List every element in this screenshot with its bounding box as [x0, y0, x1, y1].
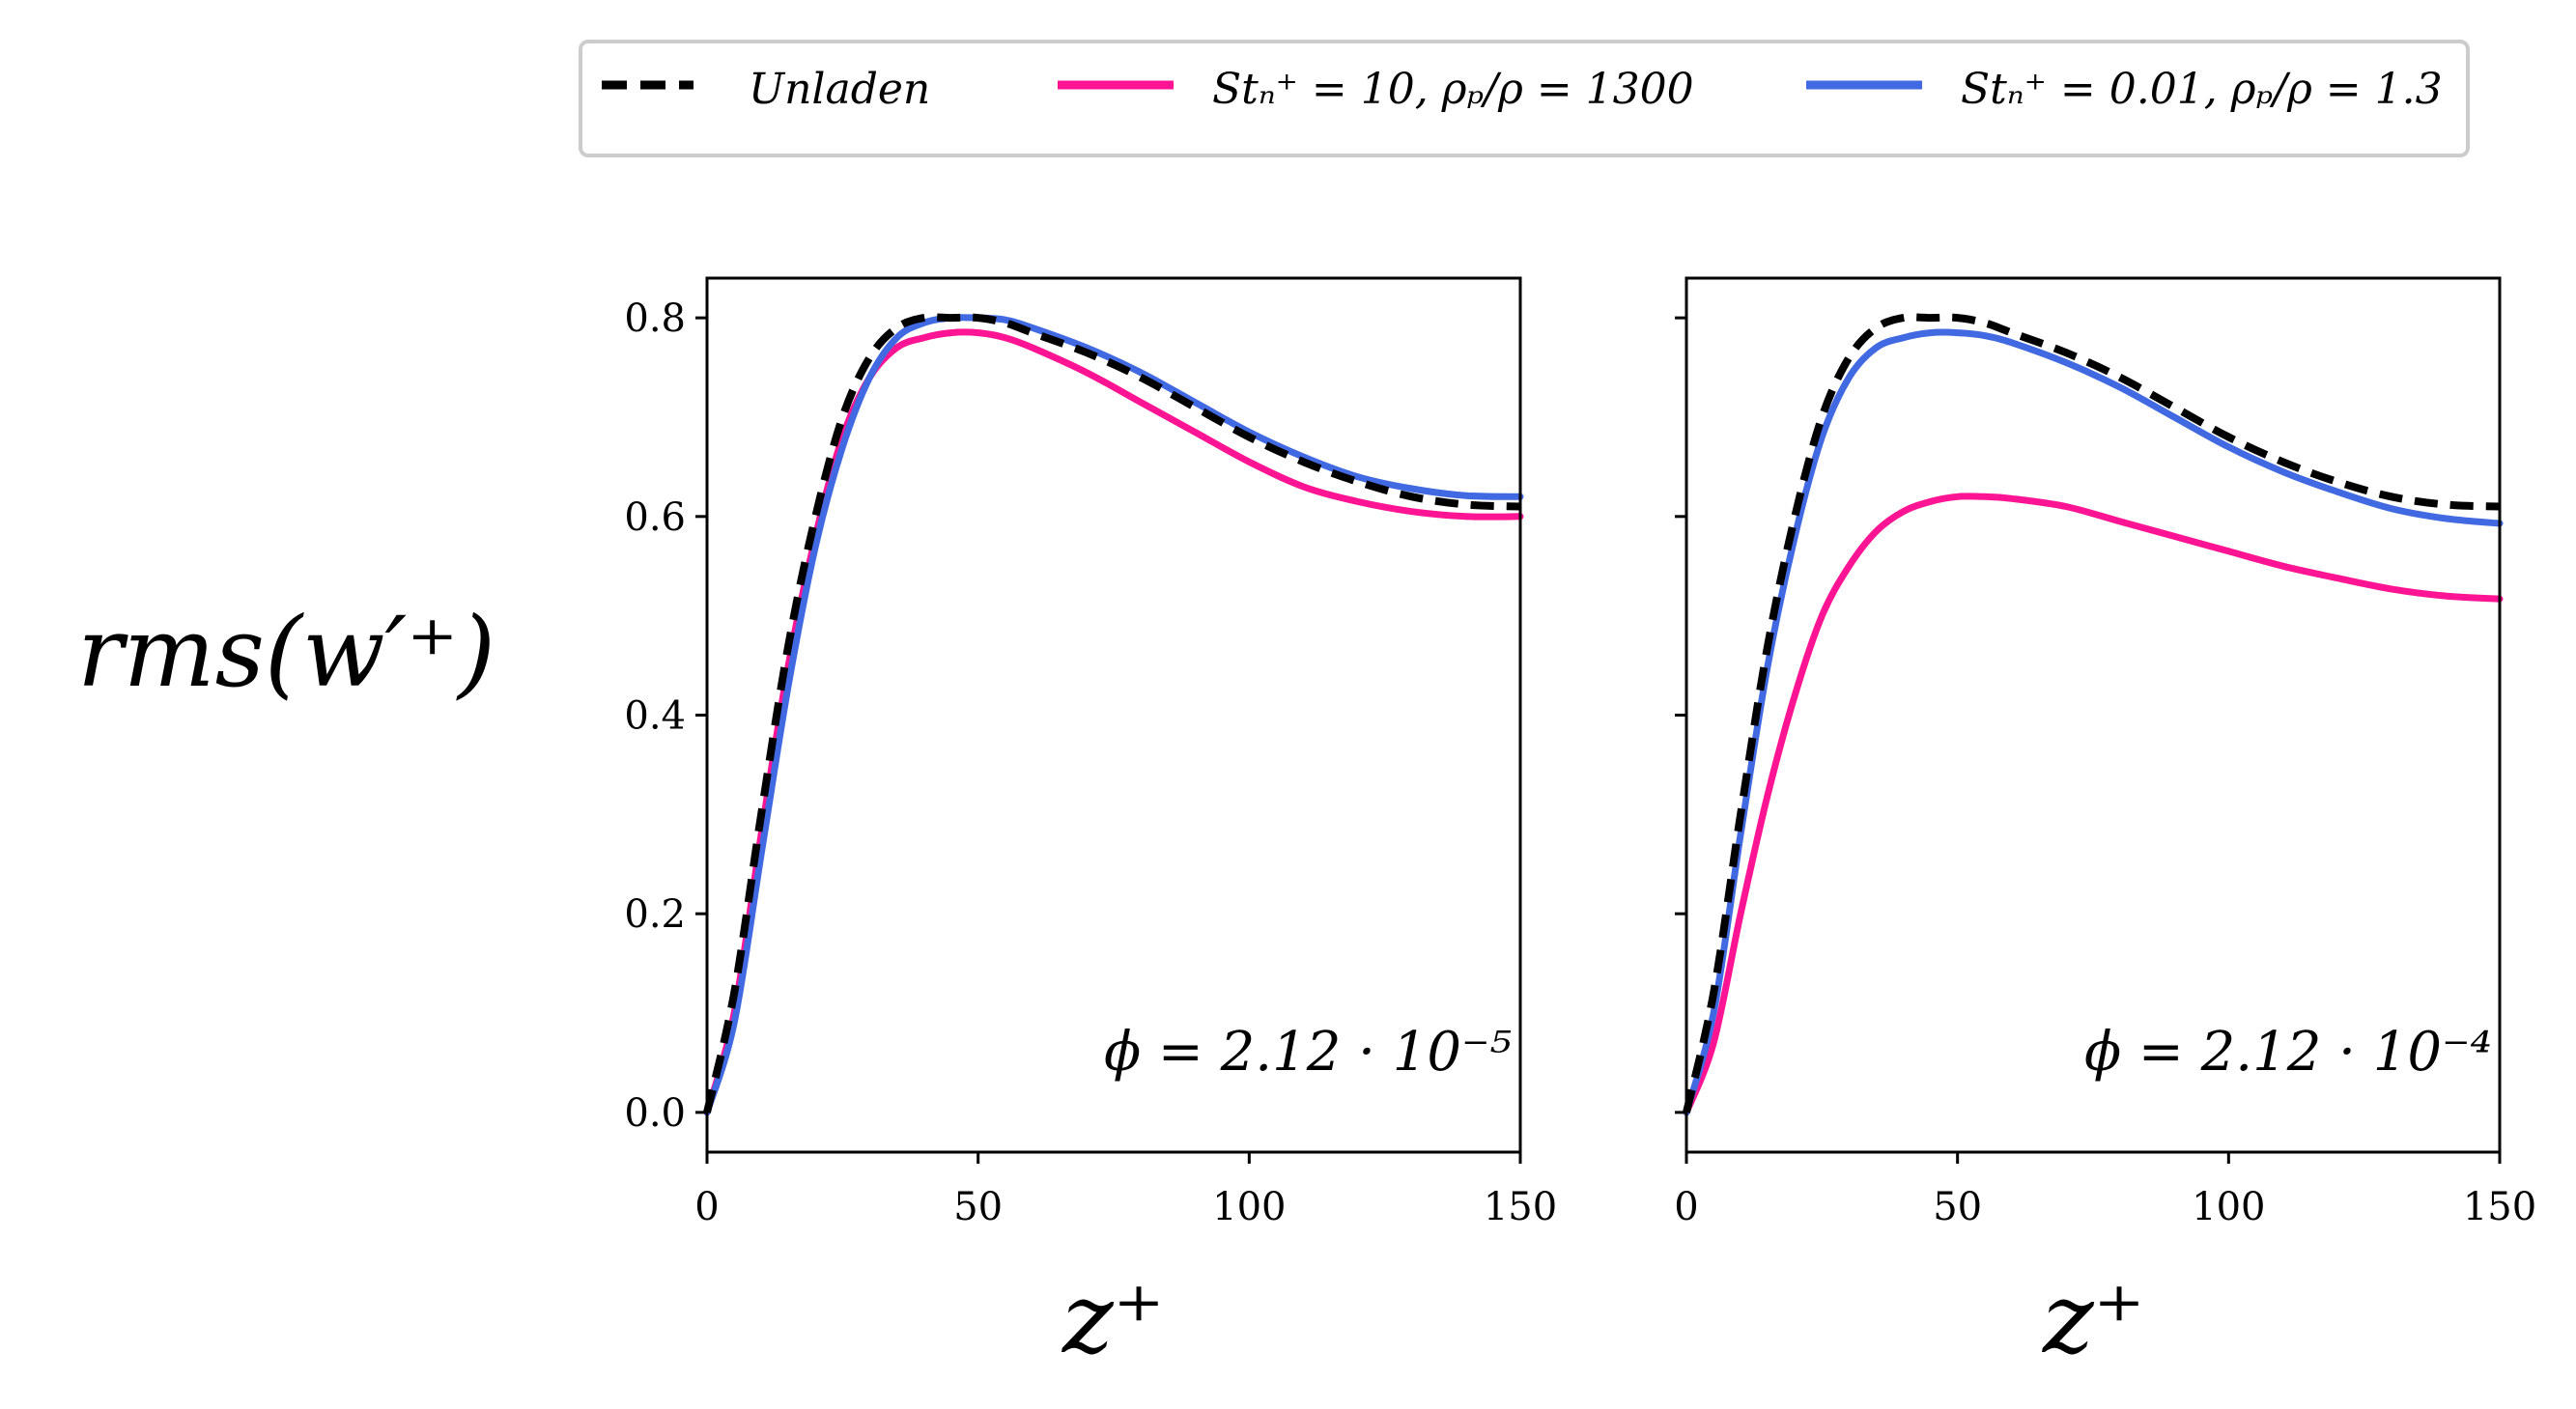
panel-left-x-axis-label: z⁺ [1062, 1262, 1164, 1375]
legend-label-unladen: Unladen [749, 65, 930, 114]
panel-left-curves [703, 313, 1524, 1116]
panel-0-x-tick-label-2: 100 [1212, 1185, 1286, 1229]
panel-left-ticks: 0 50 100 150 0.0 0.2 0.4 0.6 0.8 [624, 296, 1557, 1229]
panel-0-x-tick-label-1: 50 [953, 1185, 1003, 1229]
panel-right: 0 50 100 150 ϕ = 2.12 · 10⁻⁴ z⁺ [1674, 276, 2536, 1375]
panel-0-x-tick-label-3: 150 [1484, 1185, 1557, 1229]
panel-1-x-tick-label-2: 100 [2192, 1185, 2265, 1229]
panel-1-x-tick-label-3: 150 [2463, 1185, 2536, 1229]
panel-right-x-axis-label: z⁺ [2042, 1262, 2144, 1375]
panel-0-x-tick-label-0: 0 [694, 1185, 719, 1229]
panel-1-series-1-line [1683, 493, 2504, 1116]
panel-0-y-tick-label-1: 0.2 [624, 892, 686, 937]
legend-frame [579, 40, 2470, 157]
panel-right-curves [1683, 313, 2504, 1116]
y-axis-label: rms(w′⁺) [77, 596, 495, 709]
panel-0-y-tick-label-2: 0.4 [624, 694, 686, 739]
panel-right-annotation: ϕ = 2.12 · 10⁻⁴ [2084, 1021, 2492, 1084]
panel-0-series-2-line [703, 314, 1524, 1116]
panel-0-y-tick-label-4: 0.8 [624, 296, 686, 341]
panel-right-ticks: 0 50 100 150 [1674, 316, 2536, 1229]
legend-label-st001: Stₙ⁺ = 0.01, ρₚ/ρ = 1.3 [1961, 65, 2443, 114]
panel-left-annotation: ϕ = 2.12 · 10⁻⁵ [1104, 1021, 1512, 1084]
panel-0-y-tick-label-3: 0.6 [624, 495, 686, 540]
panel-0-y-tick-label-0: 0.0 [624, 1091, 686, 1136]
legend-label-st10: Stₙ⁺ = 10, ρₚ/ρ = 1300 [1212, 65, 1694, 114]
legend: Unladen Stₙ⁺ = 10, ρₚ/ρ = 1300 Stₙ⁺ = 0.… [579, 40, 2470, 157]
panel-left: 0 50 100 150 0.0 0.2 0.4 0.6 0.8 ϕ = 2.12 · 10⁻⁵… [624, 276, 1557, 1375]
panel-1-x-tick-label-0: 0 [1674, 1185, 1698, 1229]
panel-1-series-0-line [1683, 313, 2501, 1113]
panel-1-x-tick-label-1: 50 [1933, 1185, 1982, 1229]
panel-0-series-0-line [703, 313, 1521, 1113]
panel-1-series-2-line [1683, 328, 2504, 1116]
panel-0-series-1-line [703, 328, 1524, 1116]
